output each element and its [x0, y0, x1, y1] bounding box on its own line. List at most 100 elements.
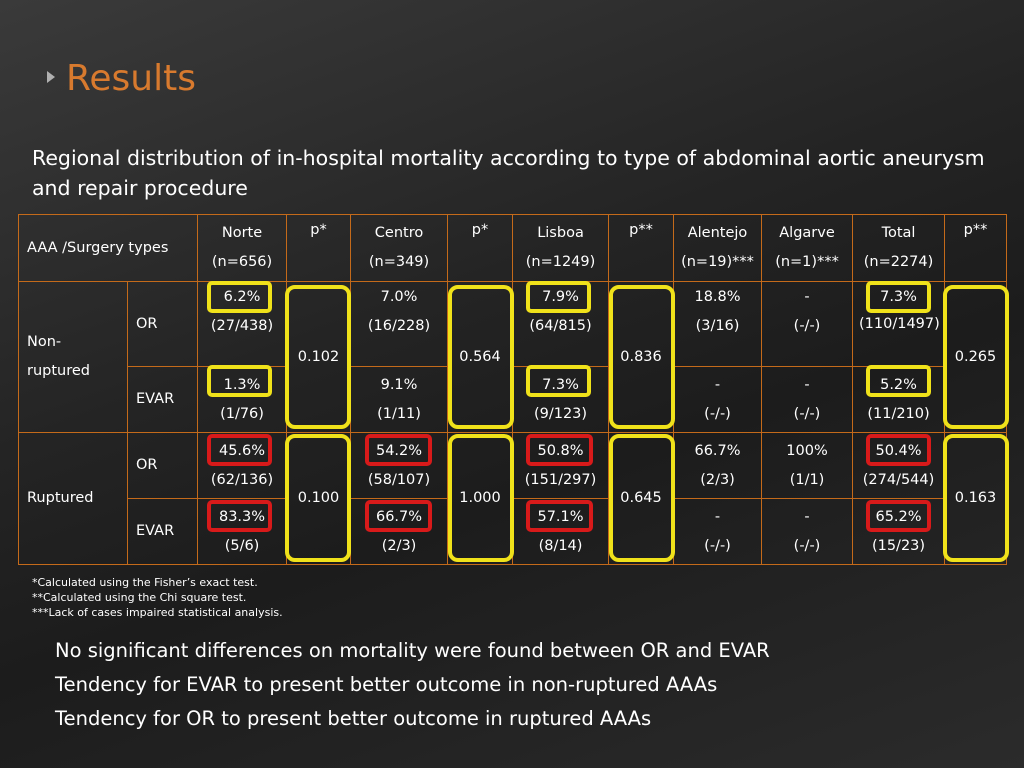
cell-lisboa: 7.9% (64/815)	[512, 281, 610, 367]
cell-fraction: (27/438)	[210, 318, 274, 334]
cell-pct: 100%	[786, 442, 828, 459]
cell-fraction: (15/23)	[871, 537, 926, 554]
header-centro: Centro (n=349)	[350, 214, 449, 282]
cell-pct: 83.3%	[218, 508, 266, 525]
footnote: **Calculated using the Chi square test.	[32, 591, 247, 604]
cell-pct: 50.4%	[875, 442, 922, 459]
header-lisboa-name: Lisboa	[537, 225, 584, 241]
cell-alentejo: 66.7% (2/3)	[673, 432, 763, 499]
header-total-n: (n=2274)	[863, 254, 934, 270]
header-p-norte: p*	[286, 214, 352, 282]
cell-fraction: (110/1497)	[859, 316, 940, 332]
footnote: ***Lack of cases impaired statistical an…	[32, 606, 283, 619]
cell-fraction: (-/-)	[704, 405, 731, 422]
cell-pct: 6.2%	[223, 289, 261, 305]
finding-item: No significant differences on mortality …	[55, 639, 770, 662]
cell-fraction: (1/1)	[789, 471, 825, 488]
group-label-ruptured: Ruptured	[18, 432, 128, 565]
cell-centro: 66.7% (2/3)	[350, 498, 449, 565]
cell-fraction: (8/14)	[538, 537, 583, 554]
p-value-total: 0.265	[944, 281, 1008, 433]
cell-pct: 65.2%	[875, 508, 922, 525]
header-norte: Norte (n=656)	[197, 214, 288, 282]
footnotes: *Calculated using the Fisher’s exact tes…	[32, 575, 283, 620]
cell-fraction: (9/123)	[533, 405, 588, 422]
cell-fraction: (2/3)	[381, 537, 417, 554]
table-row-nonruptured-or: Non-ruptured OR 6.2% (27/438) 0.102 7.0%…	[18, 281, 1008, 433]
cell-pct: 5.2%	[880, 376, 917, 393]
type-label: OR	[126, 432, 199, 499]
cell-pct: -	[804, 508, 810, 525]
table-row-nonruptured-evar: EVAR 1.3% (1/76) 9.1% (1/11) 7.3% (9/123…	[19, 366, 1007, 433]
type-label: EVAR	[126, 498, 199, 565]
cell-alentejo: - (-/-)	[673, 498, 763, 565]
cell-fraction: (11/210)	[867, 405, 930, 422]
header-p-centro: p*	[447, 214, 514, 282]
cell-pct: -	[714, 376, 721, 393]
findings-list: No significant differences on mortality …	[55, 634, 770, 736]
cell-fraction: (1/76)	[220, 405, 264, 422]
p-value-norte: 0.102	[286, 281, 352, 433]
cell-centro: 9.1% (1/11)	[350, 366, 449, 433]
type-label: EVAR	[126, 366, 199, 433]
header-norte-n: (n=656)	[211, 254, 273, 270]
cell-norte: 1.3% (1/76)	[197, 366, 288, 433]
cell-pct: -	[804, 376, 810, 393]
p-value-centro: 1.000	[447, 432, 514, 565]
cell-lisboa: 7.3% (9/123)	[512, 366, 610, 433]
cell-pct: 66.7%	[375, 508, 423, 525]
type-label: OR	[126, 281, 199, 367]
cell-algarve: - (-/-)	[761, 366, 854, 433]
header-p-lisboa: p**	[608, 214, 675, 282]
p-value-total: 0.163	[944, 432, 1008, 565]
cell-pct: 54.2%	[375, 442, 423, 459]
finding-item: Tendency for EVAR to present better outc…	[55, 673, 718, 696]
cell-total: 7.3% (110/1497)	[852, 281, 946, 367]
cell-pct: 1.3%	[223, 376, 261, 393]
header-alentejo: Alentejo (n=19)***	[673, 214, 763, 282]
cell-alentejo: - (-/-)	[673, 366, 763, 433]
cell-algarve: - (-/-)	[761, 281, 854, 367]
results-table-wrapper: AAA /Surgery types Norte (n=656) p* Cent…	[17, 214, 1009, 565]
p-value-lisboa: 0.836	[608, 281, 675, 433]
cell-fraction: (58/107)	[367, 471, 431, 488]
cell-pct: -	[714, 508, 721, 525]
table-row-ruptured-or: Ruptured OR 45.6% (62/136) 0.100 54.2% (…	[18, 432, 1008, 565]
header-lisboa: Lisboa (n=1249)	[512, 214, 610, 282]
cell-total: 65.2% (15/23)	[852, 498, 946, 565]
cell-pct: -	[804, 289, 810, 305]
cell-pct: 7.3%	[542, 376, 579, 393]
slide-title: Results	[66, 58, 196, 99]
cell-pct: 7.9%	[542, 289, 579, 305]
cell-fraction: (-/-)	[793, 318, 821, 334]
cell-pct: 9.1%	[380, 376, 418, 393]
cell-fraction: (2/3)	[700, 471, 735, 488]
slide-bullet-arrow	[47, 71, 55, 83]
cell-fraction: (3/16)	[695, 318, 740, 334]
header-alentejo-name: Alentejo	[687, 225, 748, 241]
cell-fraction: (151/297)	[524, 471, 597, 488]
header-norte-name: Norte	[221, 225, 263, 241]
cell-fraction: (-/-)	[793, 537, 821, 554]
cell-pct: 66.7%	[694, 442, 741, 459]
finding-item: Tendency for OR to present better outcom…	[55, 707, 652, 730]
cell-norte: 45.6% (62/136)	[197, 432, 288, 499]
cell-fraction: (274/544)	[862, 471, 935, 488]
header-centro-name: Centro	[374, 225, 424, 241]
p-value-lisboa: 0.645	[608, 432, 675, 565]
mortality-table: AAA /Surgery types Norte (n=656) p* Cent…	[17, 214, 1008, 565]
cell-algarve: - (-/-)	[761, 498, 854, 565]
cell-centro: 54.2% (58/107)	[350, 432, 449, 499]
cell-centro: 7.0% (16/228)	[350, 281, 449, 367]
cell-fraction: (62/136)	[210, 471, 274, 488]
table-row-ruptured-evar: EVAR 83.3% (5/6) 66.7% (2/3) 57.1% (8/14…	[19, 498, 1007, 565]
cell-pct: 45.6%	[218, 442, 266, 459]
cell-lisboa: 57.1% (8/14)	[512, 498, 610, 565]
cell-pct: 7.3%	[880, 289, 917, 305]
header-row: AAA /Surgery types Norte (n=656) p* Cent…	[17, 214, 1008, 282]
cell-norte: 83.3% (5/6)	[197, 498, 288, 565]
cell-fraction: (16/228)	[367, 318, 431, 334]
cell-algarve: 100% (1/1)	[761, 432, 854, 499]
header-algarve: Algarve (n=1)***	[761, 214, 854, 282]
cell-fraction: (5/6)	[224, 537, 260, 554]
